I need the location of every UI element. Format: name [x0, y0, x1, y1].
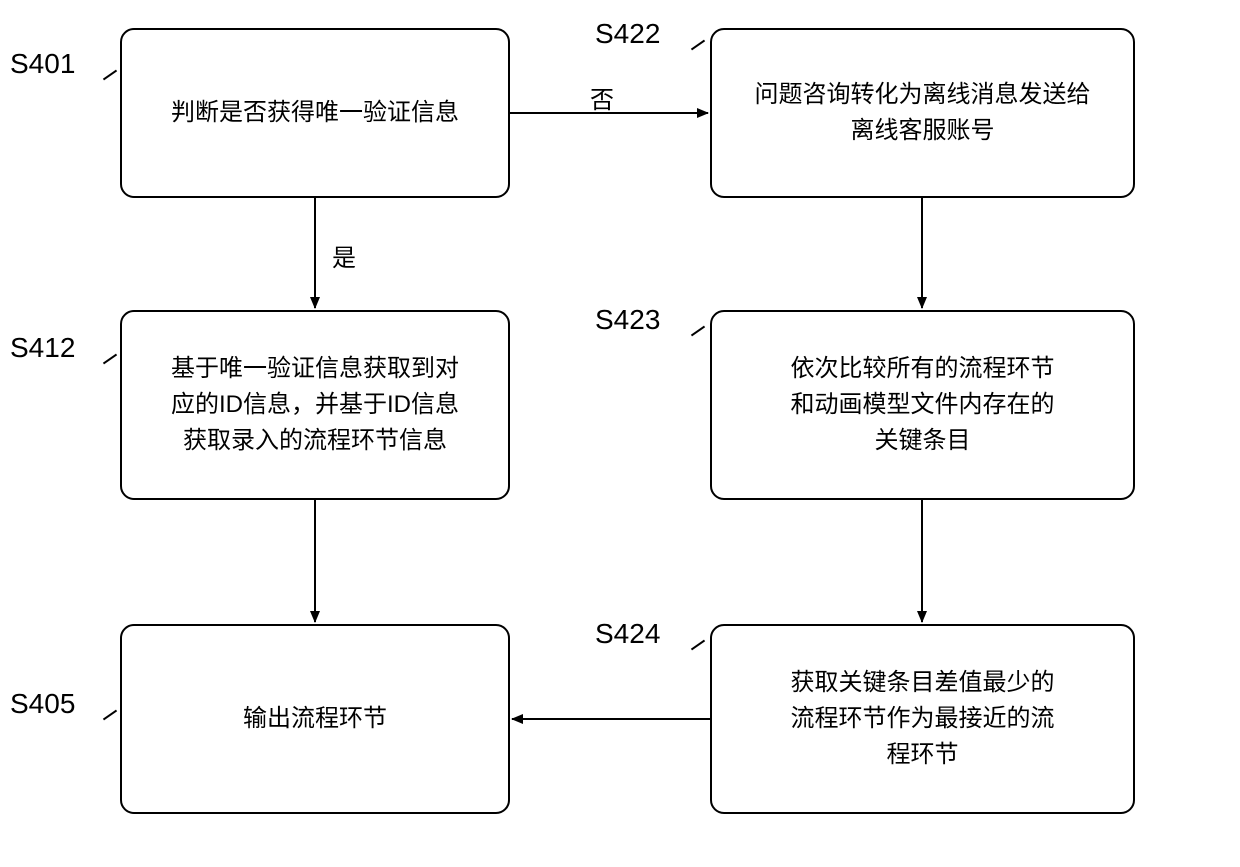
- node-s423-text: 依次比较所有的流程环节和动画模型文件内存在的关键条目: [791, 351, 1055, 459]
- node-s422-text: 问题咨询转化为离线消息发送给离线客服账号: [755, 77, 1091, 149]
- step-label-s423: S423: [595, 304, 660, 336]
- step-label-s424: S424: [595, 618, 660, 650]
- edge-label-yes: 是: [332, 238, 356, 273]
- step-label-s405: S405: [10, 688, 75, 720]
- node-s401: 判断是否获得唯一验证信息: [120, 28, 510, 198]
- node-s422: 问题咨询转化为离线消息发送给离线客服账号: [710, 28, 1135, 198]
- node-s405: 输出流程环节: [120, 624, 510, 814]
- step-label-s422: S422: [595, 18, 660, 50]
- flowchart-canvas: 判断是否获得唯一验证信息 基于唯一验证信息获取到对应的ID信息，并基于ID信息获…: [0, 0, 1240, 867]
- step-label-s412: S412: [10, 332, 75, 364]
- step-tick-s424: [691, 640, 705, 651]
- step-tick-s405: [103, 710, 117, 721]
- node-s423: 依次比较所有的流程环节和动画模型文件内存在的关键条目: [710, 310, 1135, 500]
- step-tick-s401: [103, 70, 117, 81]
- node-s424: 获取关键条目差值最少的流程环节作为最接近的流程环节: [710, 624, 1135, 814]
- edge-label-no: 否: [590, 80, 614, 115]
- node-s412-text: 基于唯一验证信息获取到对应的ID信息，并基于ID信息获取录入的流程环节信息: [171, 351, 459, 459]
- node-s424-text: 获取关键条目差值最少的流程环节作为最接近的流程环节: [791, 665, 1055, 773]
- node-s401-text: 判断是否获得唯一验证信息: [171, 95, 459, 131]
- node-s412: 基于唯一验证信息获取到对应的ID信息，并基于ID信息获取录入的流程环节信息: [120, 310, 510, 500]
- step-label-s401: S401: [10, 48, 75, 80]
- step-tick-s422: [691, 40, 705, 51]
- node-s405-text: 输出流程环节: [243, 701, 387, 737]
- step-tick-s423: [691, 326, 705, 337]
- step-tick-s412: [103, 354, 117, 365]
